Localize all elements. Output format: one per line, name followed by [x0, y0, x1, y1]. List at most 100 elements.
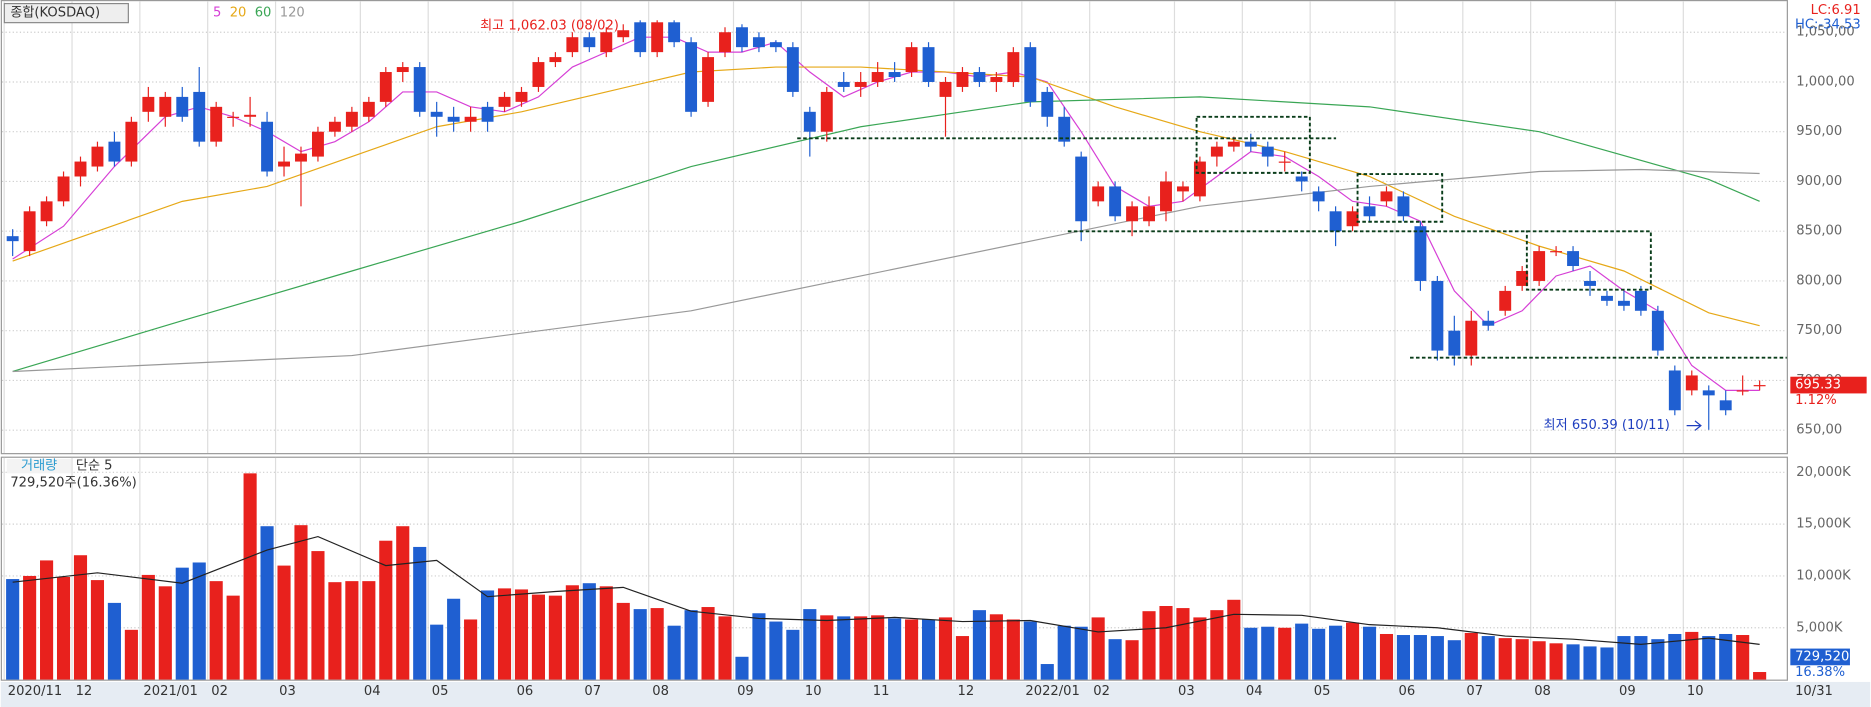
- candle-body: [1397, 196, 1410, 217]
- volume-bar: [1668, 633, 1682, 680]
- volume-bar: [752, 613, 766, 680]
- candle-body: [1719, 400, 1732, 411]
- volume-bar: [972, 610, 986, 680]
- volume-bar: [718, 616, 732, 680]
- last-price-label: 695.33: [1795, 378, 1841, 393]
- candle-body: [1363, 206, 1376, 217]
- candle-body: [1261, 146, 1274, 157]
- candle-body: [1431, 280, 1444, 351]
- candle-body: [803, 111, 816, 132]
- candle-body: [1278, 161, 1291, 163]
- candle-body: [1295, 176, 1308, 182]
- volume-bar: [328, 582, 342, 680]
- candle-body: [719, 32, 731, 53]
- legend-entry: 120: [280, 6, 305, 21]
- legend-entry: 60: [255, 6, 272, 21]
- candle-body: [769, 42, 782, 48]
- x-tick-label: 08: [1534, 684, 1551, 699]
- volume-bar: [379, 540, 393, 680]
- candle-body: [57, 176, 70, 202]
- candle-body: [939, 81, 952, 97]
- ma-line: [12, 168, 1760, 373]
- x-tick-label: 04: [364, 684, 381, 699]
- candle-body: [261, 121, 274, 172]
- volume-bar: [633, 609, 647, 680]
- candle-body: [634, 22, 647, 53]
- candle-body: [40, 201, 53, 222]
- candle-body: [1550, 251, 1563, 253]
- volume-last-label: 729,520: [1795, 649, 1849, 664]
- candle-body: [583, 37, 596, 48]
- volume-bar: [141, 574, 155, 680]
- candle-body: [1244, 141, 1257, 147]
- candle-body: [210, 106, 223, 142]
- candle-body: [1346, 211, 1359, 227]
- y-tick-label: 750,00: [1796, 323, 1842, 338]
- marks: 695.331.12%: [6, 20, 1867, 680]
- volume-bar: [73, 555, 88, 680]
- candle-body: [820, 91, 833, 132]
- x-tick-label: 12: [76, 684, 93, 699]
- candle-body: [668, 22, 681, 43]
- volume-bar: [1634, 636, 1648, 680]
- candle-body: [1380, 191, 1393, 202]
- y-tick-label: 20,000K: [1796, 465, 1851, 480]
- volume-bar: [1244, 627, 1258, 680]
- volume-panel: [0, 456, 1788, 681]
- volume-bar: [6, 579, 20, 680]
- volume-bar: [107, 602, 121, 680]
- candle-body: [159, 96, 172, 117]
- volume-bar: [921, 619, 936, 680]
- low-arrow: [1686, 420, 1702, 431]
- x-tick-label: 09: [1619, 684, 1636, 699]
- candle-body: [74, 161, 87, 177]
- candle-body: [549, 57, 562, 63]
- candle-body: [447, 116, 460, 122]
- candle-body: [295, 153, 307, 162]
- candle-body: [396, 67, 409, 73]
- volume-bar: [1006, 619, 1020, 680]
- x-tick-label: 2020/11: [8, 684, 62, 699]
- volume-bar: [599, 586, 613, 680]
- candle-body: [736, 27, 748, 48]
- candle-body: [1601, 295, 1613, 301]
- x-tick-label: 07: [1466, 684, 1483, 699]
- volume-bar: [430, 624, 444, 680]
- candle-body: [532, 62, 545, 87]
- volume-bar: [1023, 621, 1037, 680]
- legend-entry: 20: [230, 6, 247, 21]
- candle-body: [430, 111, 443, 117]
- candle-body: [566, 37, 579, 53]
- candle-body: [1058, 116, 1071, 142]
- volume-bar: [396, 526, 410, 680]
- candle-body: [193, 91, 206, 142]
- volume-bar: [1600, 647, 1614, 680]
- x-axis-strip: [0, 681, 1871, 707]
- candle-body: [278, 161, 290, 167]
- x-tick-label: 08: [652, 684, 669, 699]
- volume-bar: [447, 598, 461, 680]
- candle-body: [23, 211, 36, 252]
- index-label: 종합(KOSDAQ): [10, 5, 100, 21]
- volume-bar: [1651, 639, 1665, 680]
- candle-body: [1414, 226, 1427, 281]
- candle-body: [685, 42, 698, 112]
- lc-label: LC:6.91: [1811, 3, 1861, 18]
- volume-bar: [667, 625, 681, 680]
- volume-bar: [1566, 644, 1580, 680]
- volume-bar: [989, 614, 1003, 680]
- candle-body: [1702, 390, 1715, 396]
- candle-body: [600, 32, 613, 53]
- y-tick-label: 850,00: [1796, 224, 1842, 239]
- candle-body: [1499, 290, 1512, 311]
- volume-bar: [701, 607, 715, 680]
- volume-bar: [565, 585, 579, 680]
- candle-body: [752, 37, 765, 48]
- volume-bar: [209, 581, 223, 680]
- candle-body: [498, 96, 511, 107]
- y-tick-label: 1,000,00: [1796, 74, 1854, 89]
- candle-body: [1210, 146, 1223, 157]
- volume-bar: [1278, 627, 1292, 680]
- volume-bar: [413, 546, 427, 680]
- volume-bar: [56, 576, 71, 680]
